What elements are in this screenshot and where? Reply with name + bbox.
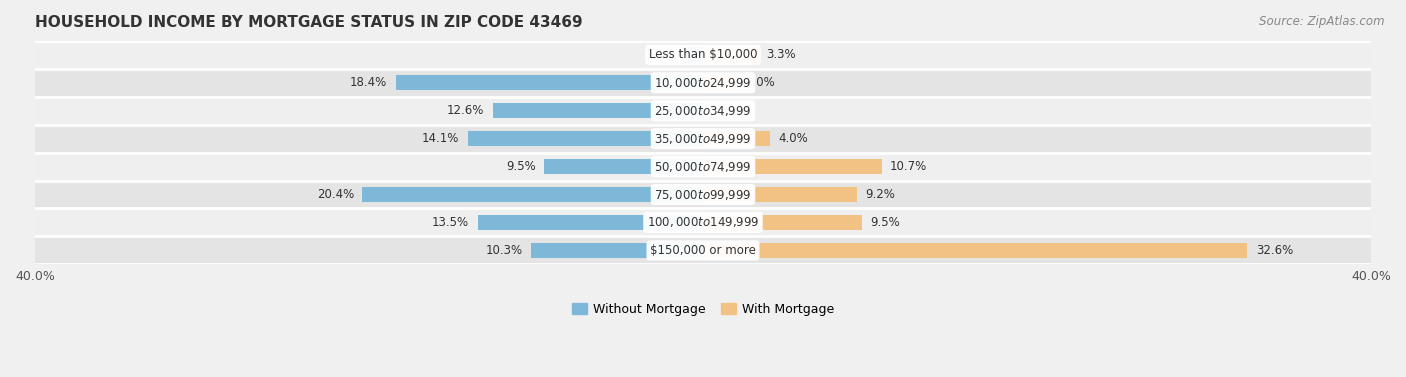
Bar [703,75,737,90]
Text: 13.5%: 13.5% [432,216,470,229]
Text: 10.7%: 10.7% [890,160,928,173]
Text: 9.2%: 9.2% [865,188,894,201]
Bar [35,153,1371,181]
Text: 14.1%: 14.1% [422,132,460,145]
Bar [492,103,703,118]
Bar [703,131,770,146]
Text: 1.2%: 1.2% [645,48,675,61]
Bar [703,243,1247,258]
Text: Source: ZipAtlas.com: Source: ZipAtlas.com [1260,15,1385,28]
Bar [531,243,703,258]
Bar [703,47,758,63]
Bar [35,69,1371,97]
Bar [478,215,703,230]
Text: 12.6%: 12.6% [447,104,484,117]
Text: 10.3%: 10.3% [485,244,523,257]
Text: $25,000 to $34,999: $25,000 to $34,999 [654,104,752,118]
Bar [35,181,1371,208]
Text: $10,000 to $24,999: $10,000 to $24,999 [654,76,752,90]
Bar [703,215,862,230]
Text: 32.6%: 32.6% [1256,244,1294,257]
Text: $75,000 to $99,999: $75,000 to $99,999 [654,187,752,202]
Text: 9.5%: 9.5% [506,160,536,173]
Text: $35,000 to $49,999: $35,000 to $49,999 [654,132,752,146]
Bar [683,47,703,63]
Text: $150,000 or more: $150,000 or more [650,244,756,257]
Bar [35,97,1371,125]
Bar [35,208,1371,236]
Bar [35,41,1371,69]
Bar [395,75,703,90]
Bar [35,236,1371,264]
Text: 20.4%: 20.4% [316,188,354,201]
Bar [35,125,1371,153]
Text: 3.3%: 3.3% [766,48,796,61]
Text: HOUSEHOLD INCOME BY MORTGAGE STATUS IN ZIP CODE 43469: HOUSEHOLD INCOME BY MORTGAGE STATUS IN Z… [35,15,582,30]
Text: 9.5%: 9.5% [870,216,900,229]
Bar [468,131,703,146]
Legend: Without Mortgage, With Mortgage: Without Mortgage, With Mortgage [567,298,839,321]
Bar [544,159,703,174]
Text: $50,000 to $74,999: $50,000 to $74,999 [654,159,752,173]
Text: 4.0%: 4.0% [778,132,808,145]
Text: 18.4%: 18.4% [350,76,387,89]
Bar [703,159,882,174]
Text: Less than $10,000: Less than $10,000 [648,48,758,61]
Text: 2.0%: 2.0% [745,76,775,89]
Text: $100,000 to $149,999: $100,000 to $149,999 [647,215,759,230]
Bar [363,187,703,202]
Bar [703,187,856,202]
